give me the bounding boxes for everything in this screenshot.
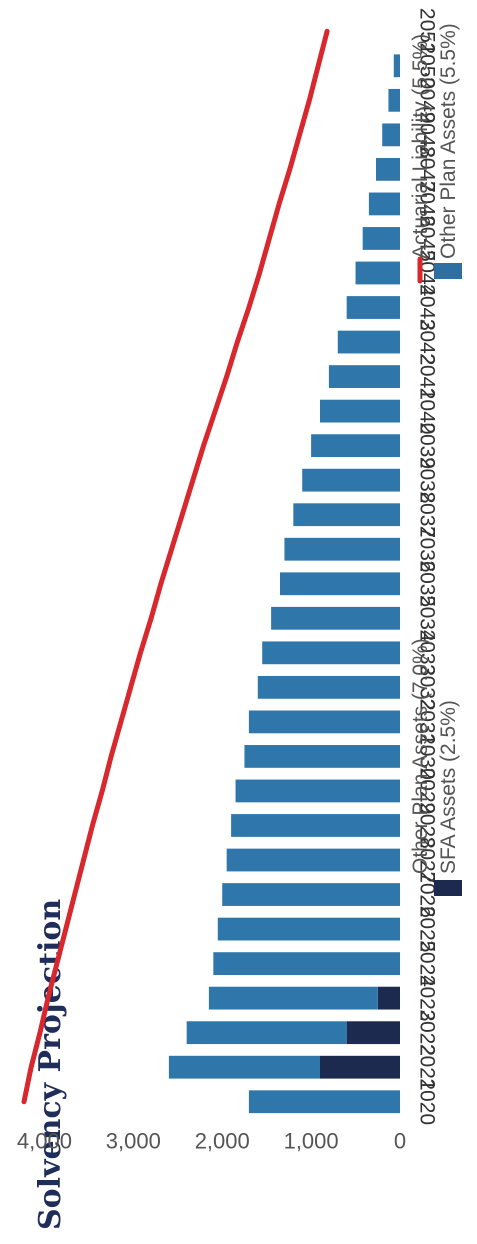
bar-other-plan-assets-7-0-2046 — [368, 192, 400, 216]
bar-other-plan-assets-7-0-2020 — [248, 1090, 400, 1114]
bar-other-plan-assets-7-0-2031 — [248, 710, 400, 734]
category-label-2022: 2022 — [416, 1009, 439, 1056]
bar-other-plan-assets-7-0-2042 — [337, 330, 400, 354]
bar-other-plan-assets-7-0-2024 — [213, 952, 400, 976]
bar-other-plan-assets-7-0-2022 — [186, 1021, 347, 1045]
bar-other-plan-assets-7-0-2047 — [376, 157, 400, 181]
category-label-2050: 2050 — [416, 42, 439, 89]
category-label-2048: 2048 — [416, 112, 439, 159]
category-label-2033: 2033 — [416, 629, 439, 676]
y-tick-label: 0 — [394, 1129, 406, 1154]
category-label-2021: 2021 — [416, 1044, 439, 1091]
category-label-2023: 2023 — [416, 975, 439, 1022]
bar-other-plan-assets-7-0-2036 — [284, 537, 401, 561]
bar-other-plan-assets-7-0-2021 — [168, 1055, 320, 1079]
bar-other-plan-assets-7-0-2028 — [231, 814, 400, 837]
legend-label-0: SFA Assets (2.5%) — [437, 700, 460, 874]
bar-other-plan-assets-7-0-2048 — [382, 123, 401, 147]
bars-layer — [168, 54, 401, 1114]
category-label-2038: 2038 — [416, 457, 439, 504]
y-tick-label: 3,000 — [106, 1129, 161, 1154]
category-label-2028: 2028 — [416, 802, 439, 849]
category-label-2045: 2045 — [416, 215, 439, 262]
bar-other-plan-assets-7-0-2032 — [257, 675, 400, 699]
category-label-2051: 2051 — [416, 8, 439, 55]
category-label-2043: 2043 — [416, 284, 439, 331]
liability-line-layer — [21, 28, 330, 1105]
legend: SFA Assets (2.5%) Other Plan Assets (5.5%… — [409, 23, 462, 896]
category-label-2030: 2030 — [416, 733, 439, 780]
category-label-2031: 2031 — [416, 699, 439, 746]
category-label-2035: 2035 — [416, 560, 439, 607]
category-label-2034: 2034 — [416, 595, 439, 642]
legend-label-2: Other Plan Assets (7.0%) — [409, 638, 432, 874]
bar-other-plan-assets-7-0-2026 — [222, 883, 400, 906]
category-label-2025: 2025 — [416, 906, 439, 953]
category-label-2046: 2046 — [416, 181, 439, 228]
bar-other-plan-assets-7-0-2039 — [311, 434, 400, 458]
category-label-2027: 2027 — [416, 837, 439, 884]
category-label-2036: 2036 — [416, 526, 439, 573]
bar-sfa-assets-2-5-2022 — [346, 1021, 400, 1045]
y-tick-label: 4,000 — [17, 1129, 72, 1154]
legend-swatch-0 — [434, 880, 462, 896]
bar-other-plan-assets-7-0-2025 — [217, 917, 400, 941]
bar-other-plan-assets-7-0-2043 — [346, 296, 400, 319]
category-label-2049: 2049 — [416, 77, 439, 124]
category-label-2040: 2040 — [416, 388, 439, 435]
legend-label-3: Actuarial Liability (5.5%) — [409, 34, 432, 259]
bar-other-plan-assets-7-0-2029 — [235, 779, 400, 803]
category-label-2032: 2032 — [416, 664, 439, 711]
category-label-2029: 2029 — [416, 768, 439, 815]
category-label-2024: 2024 — [416, 940, 439, 987]
bar-other-plan-assets-7-0-2040 — [320, 399, 400, 423]
bar-other-plan-assets-7-0-2030 — [244, 745, 400, 768]
category-label-2042: 2042 — [416, 319, 439, 366]
actuarial-liability-line — [21, 28, 330, 1105]
legend-swatch-1 — [434, 263, 462, 279]
legend-label-1: Other Plan Assets (5.5%) — [437, 23, 460, 259]
bar-other-plan-assets-7-0-2049 — [388, 88, 401, 112]
category-label-2020: 2020 — [416, 1078, 439, 1125]
bar-other-plan-assets-7-0-2045 — [362, 227, 400, 250]
bar-other-plan-assets-7-0-2038 — [302, 468, 401, 492]
bar-other-plan-assets-7-0-2027 — [226, 848, 400, 872]
chart-title: Solvency Projection — [33, 899, 68, 1230]
category-label-2039: 2039 — [416, 422, 439, 469]
bar-sfa-assets-2-5-2023 — [377, 986, 400, 1010]
bar-other-plan-assets-7-0-2037 — [293, 503, 401, 527]
y-axis: 0 1,000 2,000 3,000 4,000 — [17, 1129, 406, 1154]
bar-other-plan-assets-7-0-2041 — [328, 365, 400, 388]
bar-other-plan-assets-7-0-2044 — [355, 261, 400, 285]
category-label-2041: 2041 — [416, 353, 439, 400]
y-tick-label: 2,000 — [195, 1129, 250, 1154]
category-label-2047: 2047 — [416, 146, 439, 193]
category-label-2026: 2026 — [416, 871, 439, 918]
category-labels: 2020202120222023202420252026202720282029… — [416, 8, 439, 1125]
bar-other-plan-assets-7-0-2033 — [262, 641, 400, 665]
bar-sfa-assets-2-5-2021 — [320, 1055, 400, 1079]
bar-other-plan-assets-7-0-2050 — [393, 54, 400, 78]
bar-other-plan-assets-7-0-2035 — [280, 572, 400, 596]
category-label-2037: 2037 — [416, 491, 439, 538]
bar-other-plan-assets-7-0-2023 — [208, 986, 378, 1010]
bar-other-plan-assets-7-0-2034 — [271, 606, 400, 630]
y-tick-label: 1,000 — [284, 1129, 339, 1154]
